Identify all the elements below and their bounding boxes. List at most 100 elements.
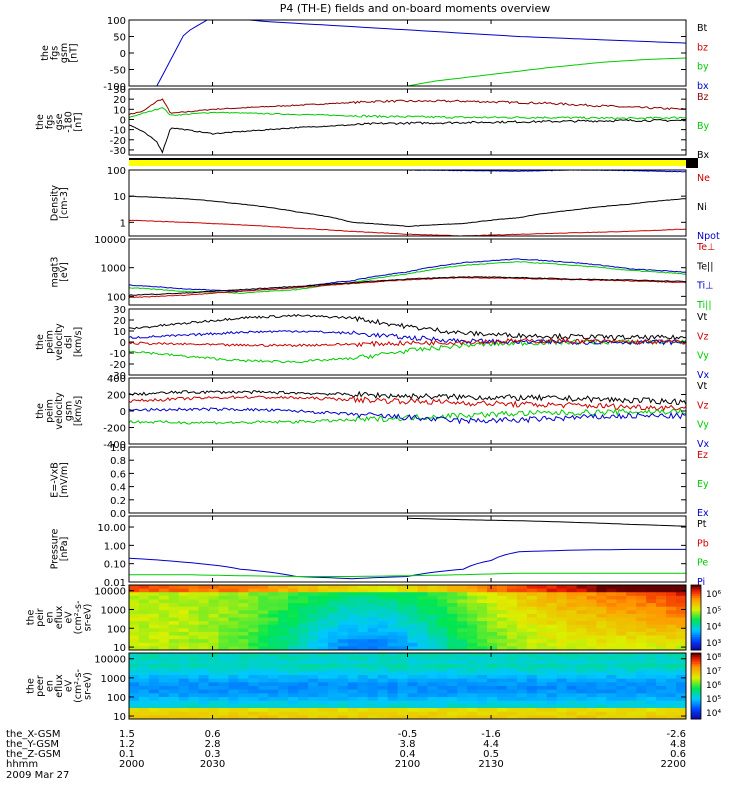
y-label-line: magt3 — [49, 257, 60, 288]
x-row-label: the_Y-GSM — [6, 739, 59, 750]
panel-frame — [128, 377, 687, 445]
y-tick-label: 100 — [107, 292, 126, 303]
x-row-value: 2100 — [395, 759, 420, 770]
y-label-line: the — [26, 678, 37, 694]
legend-entry: Vt — [697, 381, 707, 392]
legend-entry: Ti⊥ — [696, 281, 713, 292]
y-axis-label: Density[cm-3] — [49, 185, 70, 221]
series-By — [129, 107, 686, 121]
x-row-value: 2200 — [661, 759, 686, 770]
legend-entry: Pe — [697, 558, 708, 569]
y-tick-label: 0.01 — [104, 578, 126, 589]
legend-entry: Vx — [697, 370, 709, 381]
y-tick-label: 1.0 — [110, 443, 126, 454]
panel-temperature: Te⊥ Te|| Ti⊥ Ti|| 10000 1000 100 magt3[eV] — [49, 235, 715, 311]
series-group — [129, 258, 686, 299]
x-row-value: 0.6 — [670, 749, 686, 760]
series-group — [156, 20, 686, 86]
y-tick-label: -20 — [110, 136, 126, 147]
legend-entry: bz — [697, 42, 708, 53]
legend-entry: Bx — [697, 150, 710, 161]
y-label-line: [km/s] — [73, 327, 84, 357]
y-tick-label: 10 — [113, 327, 126, 338]
legend-entry: Pt — [697, 519, 707, 530]
legend-entry: Te⊥ — [696, 242, 715, 253]
legend-entry: Ez — [697, 450, 708, 461]
colorbar-peer_en_eflux: 10⁸ 10⁷ 10⁶ 10⁵ 10⁴ — [690, 652, 721, 720]
series-Vt — [129, 390, 686, 405]
y-tick-label: 10000 — [94, 235, 126, 246]
y-axis: 1.0 0.8 0.6 0.4 0.2 0.0 — [110, 443, 686, 520]
y-axis: 100 50 0 -50 -100 — [103, 16, 686, 93]
x-row-value: 0.1 — [119, 749, 135, 760]
y-label-line: [nT] — [68, 43, 79, 62]
colorbar-tick: 10⁵ — [706, 606, 721, 616]
y-tick-label: 10 — [113, 105, 126, 116]
y-label-line: fgs — [45, 115, 56, 129]
y-label-line: eV — [64, 679, 75, 692]
y-label-line: gsm — [64, 401, 75, 421]
x-row-value: 2000 — [119, 759, 144, 770]
y-tick-label: 1.00 — [104, 541, 126, 552]
legend-temperature: Te⊥ Te|| Ti⊥ Ti|| — [696, 242, 715, 311]
y-label-line: eflux — [54, 605, 65, 629]
legend-entry: Ne — [697, 173, 710, 184]
y-label-line: [mV/m] — [59, 462, 70, 498]
y-tick-label: 0.8 — [110, 456, 126, 467]
panel-frame — [128, 446, 687, 514]
y-tick-label: 0.10 — [104, 560, 126, 571]
y-tick-label: 0 — [120, 407, 126, 418]
y-label-line: gsm — [59, 43, 70, 63]
y-axis: 100 10 1 — [107, 166, 686, 229]
colorbar-tick: 10³ — [706, 639, 721, 649]
y-tick-label: 1000 — [101, 264, 126, 275]
y-label-line: the — [26, 610, 37, 626]
y-label-line: eflux — [54, 674, 65, 698]
y-tick-label: 200 — [107, 391, 126, 402]
y-tick-label: 30 — [113, 305, 126, 316]
y-tick-label: 10.00 — [97, 523, 126, 534]
y-tick-label: 30 — [113, 85, 126, 96]
series-Te|| — [129, 276, 686, 297]
y-tick-label: -100 — [103, 82, 126, 93]
legend-entry: Vt — [697, 312, 707, 323]
legend-entry: Ex — [697, 508, 709, 519]
legend-entry: bx — [697, 81, 709, 92]
colorbar-tick: 10⁷ — [706, 667, 721, 677]
legend-entry: Pb — [697, 538, 709, 549]
x-row-value: -1.6 — [481, 729, 501, 740]
panel-density: Ne Ni Npot 100 10 1 Density[cm-3] — [49, 166, 720, 242]
x-row-value: 0.4 — [400, 749, 416, 760]
y-tick-label: 0 — [120, 338, 126, 349]
series-Vt — [129, 313, 686, 341]
panel-pressure: Pt Pb Pe Pi 10.00 1.00 0.10 0.01 Pressure[nPa] — [49, 515, 709, 589]
legend-entry: Ti|| — [696, 300, 712, 311]
y-label-line: (cm²-s- — [73, 601, 84, 635]
legend-entry: Vz — [697, 400, 709, 411]
legend-peim_velocity_gsm: Vt Vz Vy Vx — [697, 381, 709, 450]
legend-pressure: Pt Pb Pe Pi — [697, 519, 709, 588]
series-group — [129, 313, 686, 364]
colorbar-tick: 10⁸ — [706, 653, 721, 663]
y-tick-label: 0 — [120, 115, 126, 126]
series-Vy — [129, 338, 686, 364]
legend-entry: Bt — [697, 23, 708, 34]
legend-e_vxb: Ez Ey Ex — [697, 450, 709, 519]
y-label-line: en — [45, 680, 56, 692]
x-row-label: the_X-GSM — [6, 729, 60, 740]
series-Ni — [129, 195, 686, 228]
legend-fgs_gse: Bz By Bx — [697, 92, 710, 161]
y-tick-label: 1 — [120, 218, 126, 229]
x-row-value: 3.8 — [400, 739, 416, 750]
legend-entry: Te|| — [696, 261, 713, 272]
legend-entry: by — [697, 62, 709, 73]
figure-title: P4 (TH-E) fields and on-board moments ov… — [280, 2, 551, 15]
y-axis: 10000 1000 100 10 — [94, 587, 686, 654]
